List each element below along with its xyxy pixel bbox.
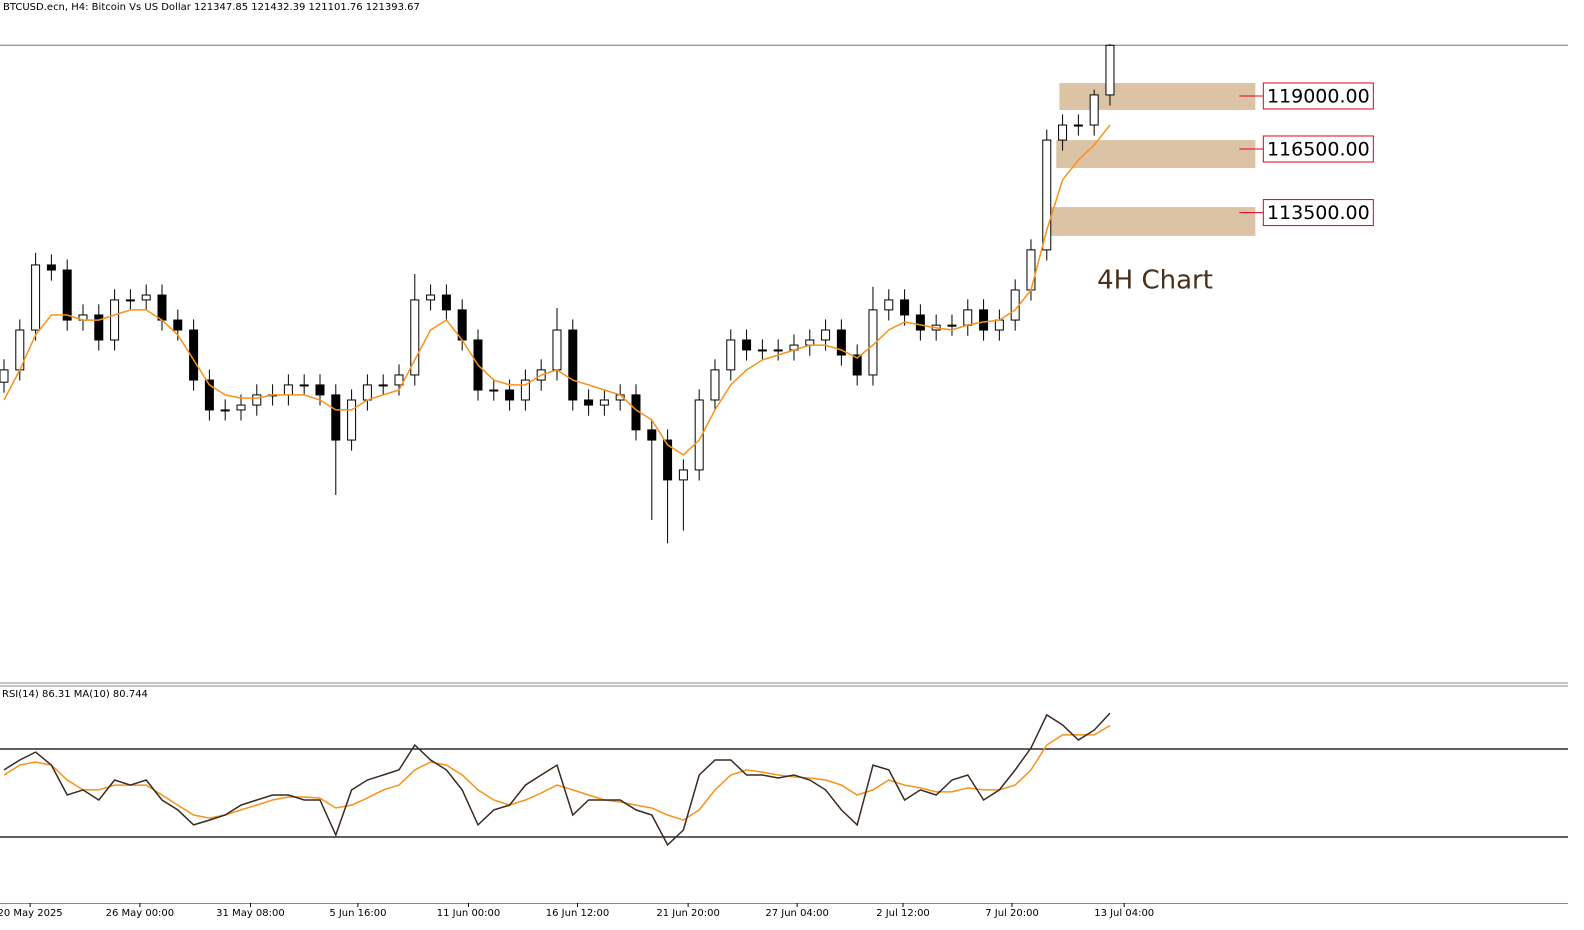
candle-body — [1089, 94, 1099, 126]
candle-body — [46, 264, 56, 271]
candle-body — [852, 354, 862, 376]
candle-body — [568, 329, 578, 401]
candle-body — [31, 264, 41, 331]
candle-body — [836, 329, 846, 356]
candle-body — [189, 329, 199, 381]
candle-body — [694, 399, 704, 471]
candle-body — [947, 324, 957, 327]
x-tick-label: 31 May 08:00 — [216, 908, 285, 919]
candle-body — [900, 299, 910, 316]
candle-body — [773, 349, 783, 352]
candle-body — [157, 294, 167, 321]
indicator-line — [3, 724, 1111, 821]
candle-body — [1026, 249, 1036, 291]
candle-body — [710, 369, 720, 401]
candle-body — [599, 399, 609, 406]
candle-body — [110, 299, 120, 341]
x-tick-label: 27 Jun 04:00 — [765, 908, 829, 919]
zone — [1056, 140, 1256, 169]
x-tick-label: 13 Jul 04:00 — [1094, 908, 1154, 919]
candle-body — [204, 379, 214, 411]
candle-body — [1073, 124, 1083, 127]
indicator-line — [3, 712, 1111, 847]
level-label: 119000.00 — [1267, 85, 1370, 107]
candle-body — [283, 384, 293, 396]
candle-body — [331, 394, 341, 441]
candle-body — [868, 309, 878, 376]
candle-body — [805, 339, 815, 346]
candle-body — [915, 314, 925, 331]
candle-body — [315, 384, 325, 396]
x-tick-label: 21 Jun 20:00 — [656, 908, 720, 919]
candle-body — [726, 339, 736, 371]
candle-body — [505, 389, 515, 401]
candle-body — [94, 314, 104, 341]
candle-body — [584, 399, 594, 406]
level-box — [1262, 82, 1374, 110]
candle-body — [394, 374, 404, 386]
zone — [1059, 83, 1256, 110]
candle-body — [62, 269, 72, 321]
candle-body — [1010, 289, 1020, 321]
candle-body — [173, 319, 183, 331]
candle-body — [520, 379, 530, 401]
x-tick-label: 5 Jun 16:00 — [329, 908, 386, 919]
candle-body — [410, 299, 420, 376]
candle-body — [994, 319, 1004, 331]
x-tick-label: 11 Jun 00:00 — [437, 908, 501, 919]
x-tick-label: 20 May 2025 — [0, 908, 63, 919]
candle-body — [1058, 124, 1068, 141]
candle-body — [0, 369, 9, 383]
x-tick-label: 26 May 00:00 — [106, 908, 175, 919]
candle-body — [678, 469, 688, 481]
candle-body — [378, 384, 388, 387]
candle-body — [963, 309, 973, 326]
candle-body — [125, 299, 135, 302]
level-label: 113500.00 — [1267, 202, 1370, 224]
candle-body — [742, 339, 752, 351]
level-box — [1262, 135, 1374, 163]
candle-body — [362, 384, 372, 401]
candle-body — [489, 389, 499, 392]
x-tick-label: 16 Jun 12:00 — [546, 908, 610, 919]
level-box — [1262, 199, 1374, 227]
candle-body — [552, 329, 562, 371]
candle-body — [1105, 44, 1115, 96]
candle-body — [1042, 139, 1052, 251]
candle-body — [441, 294, 451, 311]
candle-body — [252, 394, 262, 406]
x-tick-label: 7 Jul 20:00 — [985, 908, 1039, 919]
indicator-title: RSI(14) 86.31 MA(10) 80.744 — [2, 689, 148, 700]
moving-average — [3, 124, 1111, 456]
candle-body — [220, 409, 230, 412]
candle-body — [821, 329, 831, 341]
candle-body — [299, 384, 309, 387]
candle-body — [236, 404, 246, 411]
candle-body — [347, 399, 357, 441]
zone — [1048, 207, 1256, 236]
chart-title: BTCUSD.ecn, H4: Bitcoin Vs US Dollar 121… — [3, 2, 420, 13]
candle-body — [426, 294, 436, 301]
candle-body — [647, 429, 657, 441]
candle-body — [757, 349, 767, 352]
x-tick-label: 2 Jul 12:00 — [876, 908, 930, 919]
level-label: 116500.00 — [1267, 138, 1370, 160]
annotation: 4H Chart — [1097, 266, 1213, 296]
candle-body — [979, 309, 989, 331]
candle-body — [141, 294, 151, 301]
candle-body — [884, 299, 894, 311]
candle-body — [663, 439, 673, 481]
